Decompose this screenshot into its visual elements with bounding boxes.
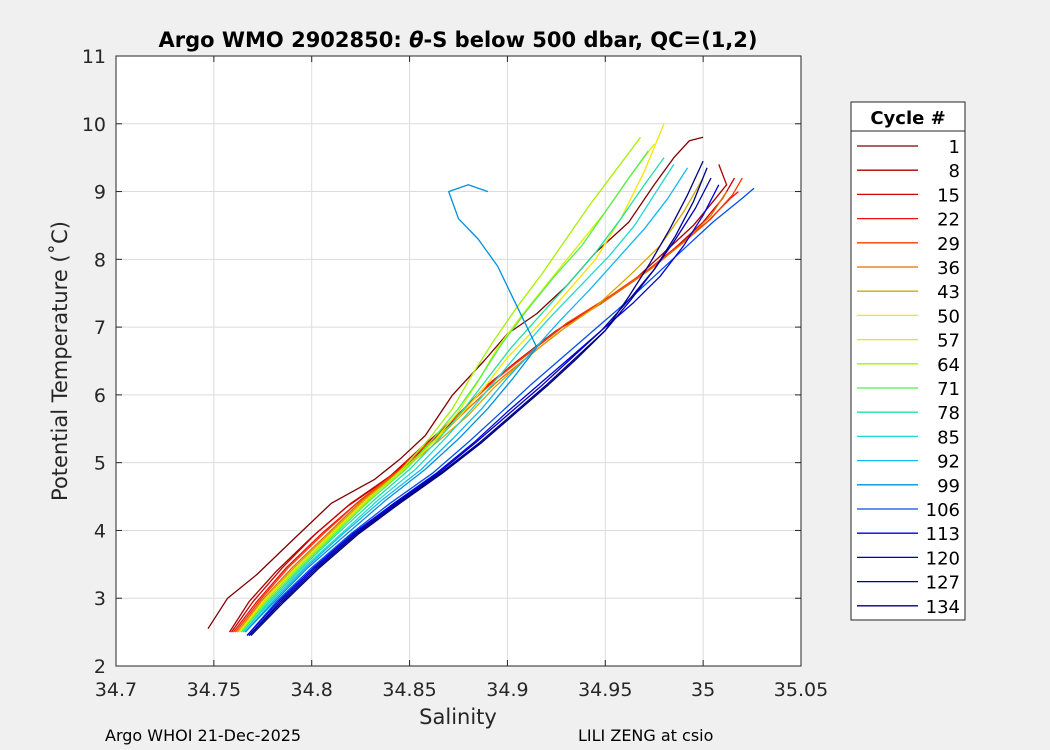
series-line-cycle-43 [236,177,704,633]
legend-label-71: 71 [937,379,960,400]
legend-label-1: 1 [949,137,960,158]
y-tick-label: 5 [94,453,106,475]
series-line-cycle-134 [250,160,704,636]
legend-label-127: 127 [926,573,960,594]
y-tick-label: 2 [94,656,106,678]
legend-label-29: 29 [937,234,960,255]
y-axis-label: Potential Temperature (˚C) [48,221,72,501]
legend-label-64: 64 [937,355,960,376]
legend-label-92: 92 [937,452,960,473]
x-tick-label: 35.05 [774,679,828,701]
y-tick-label: 3 [94,588,106,610]
series-line-cycle-120 [248,177,712,636]
legend-label-15: 15 [937,185,960,206]
x-axis-label: Salinity [419,705,497,729]
y-tick-label: 7 [94,317,106,339]
y-tick-label: 4 [94,520,106,542]
y-tick-label: 9 [94,182,106,204]
x-tick-label: 35 [691,679,715,701]
legend-title: Cycle # [870,108,945,129]
series-line-cycle-113 [246,184,720,636]
legend-label-120: 120 [926,548,960,569]
legend-label-85: 85 [937,427,960,448]
y-tick-label: 6 [94,385,106,407]
x-tick-label: 34.8 [291,679,333,701]
legend-label-134: 134 [926,597,960,618]
y-tick-label: 10 [82,114,106,136]
series-group [207,123,755,636]
series-line-cycle-57 [238,143,655,633]
legend-label-99: 99 [937,476,960,497]
legend-label-36: 36 [937,258,960,279]
y-tick-label: 11 [82,46,106,68]
series-line-cycle-127 [248,167,708,636]
x-tick-label: 34.85 [382,679,436,701]
legend-label-113: 113 [926,524,960,545]
plot-frame [115,55,802,667]
legend-label-106: 106 [926,500,960,521]
series-line-cycle-85 [242,164,675,633]
legend-label-22: 22 [937,210,960,231]
plot-area [116,56,801,666]
chart-title: Argo WMO 2902850: θ-S below 500 dbar, QC… [158,28,757,52]
legend-label-8: 8 [949,161,960,182]
footer-operator: LILI ZENG at csio [578,726,714,745]
series-line-cycle-1 [207,136,704,630]
series-line-cycle-71 [240,150,649,633]
legend-label-57: 57 [937,331,960,352]
x-tick-label: 34.9 [486,679,528,701]
series-line-cycle-99 [244,184,538,633]
series-line-cycle-92 [244,167,689,633]
footer-credit: Argo WHOI 21-Dec-2025 [105,726,302,745]
x-tick-label: 34.75 [187,679,241,701]
series-line-cycle-78 [242,157,665,633]
legend-label-78: 78 [937,403,960,424]
ticks: 34.7 34.75 34.8 34.85 34.9 34.95 35 35.05 2 3 4 5 6 7… [82,46,828,701]
x-tick-label: 34.95 [578,679,632,701]
x-tick-label: 34.7 [95,679,137,701]
series-line-cycle-106 [246,187,755,636]
series-line-cycle-29 [234,177,743,633]
series-line-cycle-64 [240,136,642,633]
legend: Cycle # 1 8 15 22 29 36 43 50 57 64 71 78 85 92 99 106 1… [850,101,966,621]
y-tick-label: 8 [94,249,106,271]
legend-label-50: 50 [937,306,960,327]
legend-label-43: 43 [937,282,960,303]
